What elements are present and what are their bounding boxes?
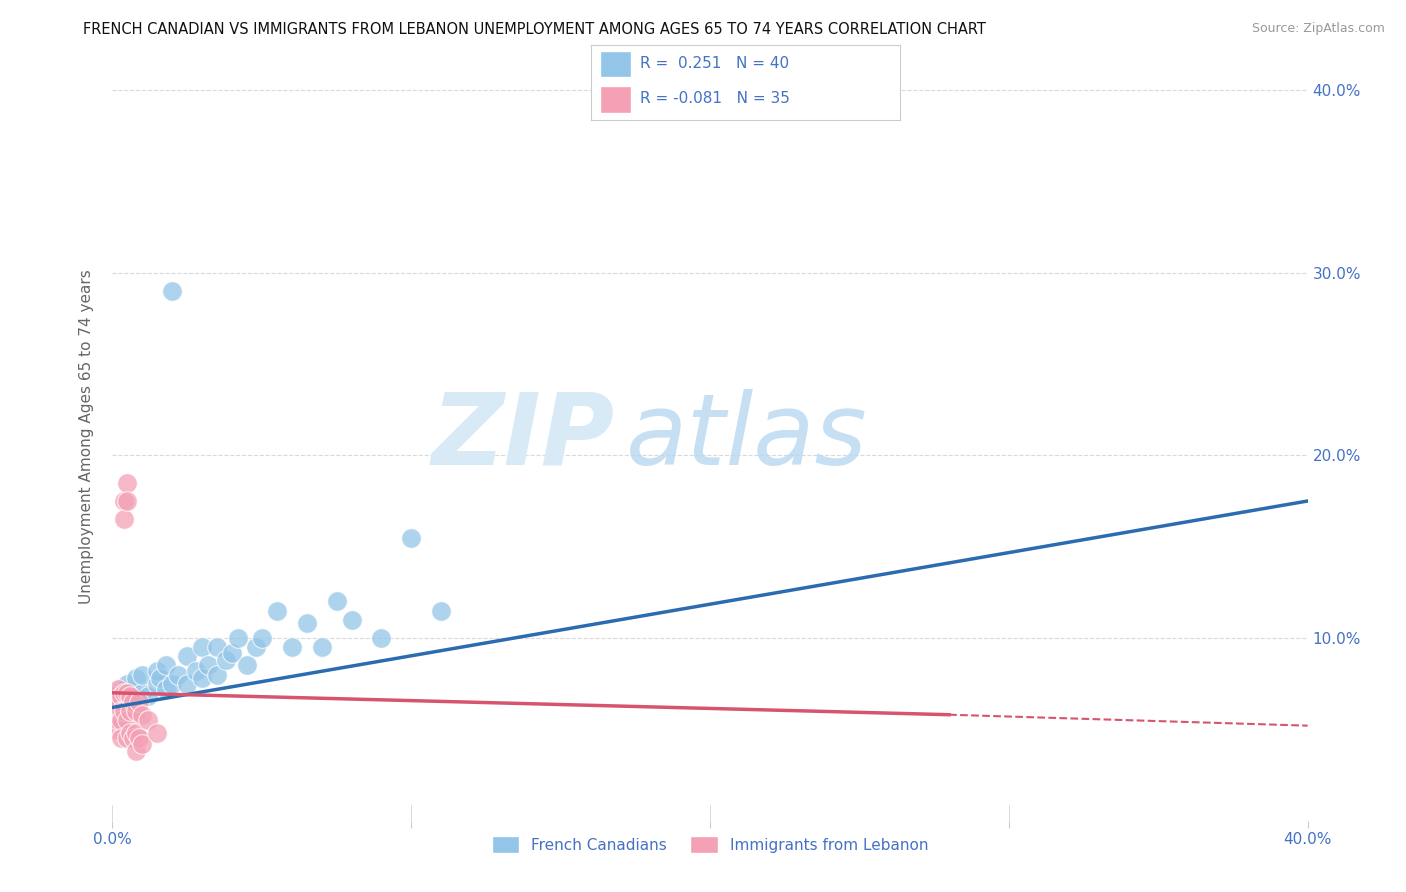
- Point: [245, 640, 267, 654]
- Point: [122, 695, 145, 709]
- Point: [120, 690, 142, 704]
- Point: [114, 704, 135, 718]
- Point: [101, 713, 124, 727]
- Text: Source: ZipAtlas.com: Source: ZipAtlas.com: [1251, 22, 1385, 36]
- Point: [104, 690, 127, 704]
- Point: [205, 667, 228, 681]
- Point: [117, 713, 139, 727]
- Point: [107, 690, 129, 704]
- Y-axis label: Unemployment Among Ages 65 to 74 years: Unemployment Among Ages 65 to 74 years: [79, 269, 94, 605]
- Point: [114, 512, 135, 526]
- Point: [114, 494, 135, 508]
- Point: [131, 737, 153, 751]
- Bar: [600, 87, 631, 112]
- Point: [125, 726, 148, 740]
- Point: [295, 616, 318, 631]
- Point: [162, 284, 183, 298]
- Point: [117, 695, 139, 709]
- Point: [131, 686, 153, 700]
- Text: atlas: atlas: [627, 389, 868, 485]
- Point: [281, 640, 304, 654]
- Point: [138, 690, 160, 704]
- Point: [146, 726, 169, 740]
- Point: [146, 664, 169, 678]
- Point: [146, 676, 169, 690]
- Point: [205, 640, 228, 654]
- Point: [191, 671, 214, 685]
- Point: [250, 631, 273, 645]
- Point: [110, 690, 132, 704]
- Bar: [600, 51, 631, 78]
- Point: [104, 723, 127, 737]
- Point: [117, 676, 139, 690]
- Point: [117, 686, 139, 700]
- Point: [117, 475, 139, 490]
- Point: [120, 726, 142, 740]
- Point: [215, 653, 238, 667]
- Point: [149, 671, 172, 685]
- Point: [340, 613, 363, 627]
- Point: [176, 676, 198, 690]
- Point: [117, 494, 139, 508]
- Point: [131, 667, 153, 681]
- Point: [110, 713, 132, 727]
- Point: [162, 676, 183, 690]
- Point: [104, 704, 127, 718]
- Point: [125, 744, 148, 758]
- Point: [110, 731, 132, 746]
- Point: [191, 640, 214, 654]
- Legend: French Canadians, Immigrants from Lebanon: French Canadians, Immigrants from Lebano…: [485, 830, 935, 859]
- Point: [125, 671, 148, 685]
- Point: [114, 686, 135, 700]
- Point: [325, 594, 347, 608]
- Point: [117, 731, 139, 746]
- Point: [107, 682, 129, 697]
- Point: [266, 604, 288, 618]
- Point: [167, 667, 190, 681]
- Point: [236, 658, 259, 673]
- Point: [311, 640, 333, 654]
- Point: [107, 695, 129, 709]
- Point: [120, 704, 142, 718]
- Point: [128, 731, 150, 746]
- Text: R =  0.251   N = 40: R = 0.251 N = 40: [640, 56, 789, 71]
- Point: [186, 664, 208, 678]
- Point: [131, 707, 153, 722]
- Point: [155, 682, 177, 697]
- Point: [226, 631, 249, 645]
- Text: FRENCH CANADIAN VS IMMIGRANTS FROM LEBANON UNEMPLOYMENT AMONG AGES 65 TO 74 YEAR: FRENCH CANADIAN VS IMMIGRANTS FROM LEBAN…: [83, 22, 986, 37]
- Point: [430, 604, 453, 618]
- Point: [370, 631, 392, 645]
- Point: [197, 658, 219, 673]
- Text: R = -0.081   N = 35: R = -0.081 N = 35: [640, 91, 790, 106]
- Point: [155, 658, 177, 673]
- Point: [125, 690, 148, 704]
- Text: ZIP: ZIP: [432, 389, 614, 485]
- Point: [122, 731, 145, 746]
- Point: [401, 531, 423, 545]
- Point: [128, 695, 150, 709]
- Point: [176, 649, 198, 664]
- Point: [110, 682, 132, 697]
- Point: [107, 713, 129, 727]
- Point: [138, 713, 160, 727]
- Point: [221, 646, 243, 660]
- Point: [101, 695, 124, 709]
- Point: [125, 704, 148, 718]
- Point: [110, 704, 132, 718]
